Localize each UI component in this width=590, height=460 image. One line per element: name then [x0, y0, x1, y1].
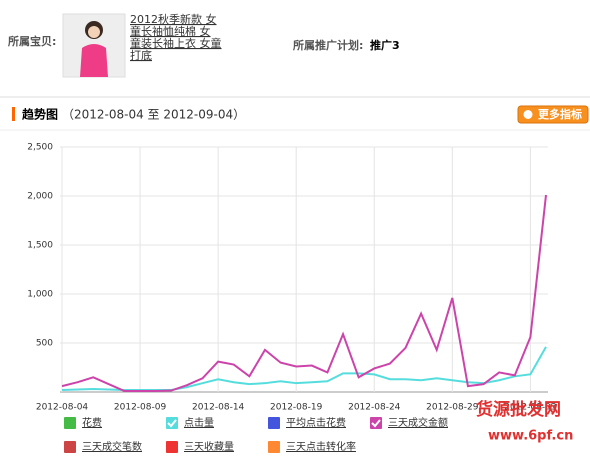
- y-tick-label: 2,000: [27, 192, 53, 202]
- item-title-line[interactable]: 2012秋季新款 女: [130, 12, 217, 26]
- x-tick-label: 2012-08-29: [426, 403, 479, 413]
- y-tick-label: 1,500: [27, 241, 53, 251]
- legend-label[interactable]: 三天成交金额: [388, 416, 448, 429]
- plan-name: 推广3: [370, 38, 400, 52]
- plan-label: 所属推广计划:: [293, 38, 363, 52]
- legend-label[interactable]: 点击量: [184, 417, 214, 429]
- section-range: （2012-08-04 至 2012-09-04）: [62, 108, 245, 122]
- legend-check: [167, 419, 177, 428]
- more-button[interactable]: 更多指标: [517, 105, 589, 124]
- y-tick-label: 500: [36, 339, 53, 349]
- x-tick-label: 2012-08-19: [270, 403, 323, 413]
- product-image: [62, 13, 126, 78]
- legend-label[interactable]: 花费: [82, 416, 102, 429]
- legend-swatch: [268, 417, 280, 429]
- item-title-line[interactable]: 打底: [130, 48, 152, 62]
- legend-label[interactable]: 三天收藏量: [184, 440, 234, 453]
- x-tick-label: 2012-08-24: [348, 403, 401, 413]
- legend-swatch: [166, 441, 178, 453]
- legend-swatch: [370, 417, 382, 429]
- x-tick-label: 2012-08-14: [192, 403, 245, 413]
- watermark: www.6pf.cn: [488, 429, 573, 444]
- legend-swatch: [64, 417, 76, 429]
- section-title: 趋势图: [22, 107, 58, 122]
- x-tick-label: 2012-08-04: [36, 403, 89, 413]
- legend-label[interactable]: 三天点击转化率: [286, 440, 356, 453]
- item-label: 所属宝贝:: [8, 34, 56, 48]
- legend-label[interactable]: 平均点击花费: [286, 416, 346, 429]
- series-line: [61, 194, 547, 393]
- legend-swatch: [64, 441, 76, 453]
- legend-check: [371, 419, 381, 428]
- x-tick-label: 2012-08-09: [114, 403, 167, 413]
- legend-swatch: [268, 441, 280, 453]
- series-line: [61, 346, 547, 392]
- y-tick-label: 2,500: [27, 143, 53, 153]
- legend-swatch: [166, 417, 178, 429]
- more-button-label[interactable]: 更多指标: [538, 107, 582, 121]
- x-tick-label: 2012-09-03: [504, 403, 556, 413]
- legend-label[interactable]: 三天成交笔数: [82, 440, 142, 453]
- y-tick-label: 1,000: [27, 290, 53, 300]
- section-bar: [12, 107, 15, 121]
- watermark: 货源批发网: [476, 399, 561, 420]
- item-title-line[interactable]: 童装长袖上衣 女童: [130, 36, 222, 50]
- item-title-line[interactable]: 童长袖恤纯棉 女: [130, 24, 211, 38]
